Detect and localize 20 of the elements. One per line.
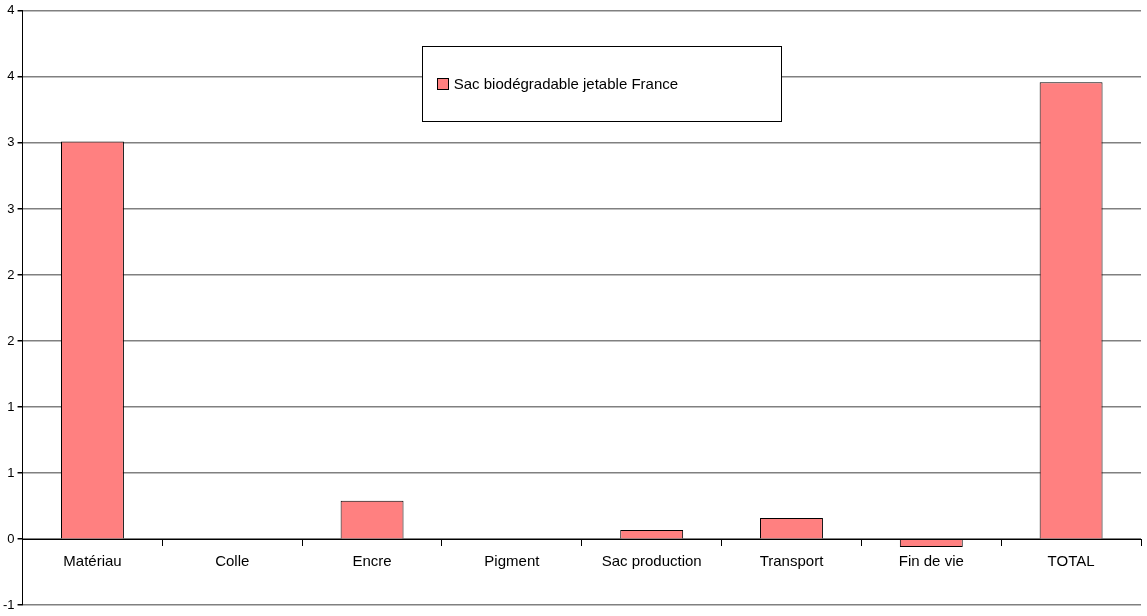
- y-tick-label: 2: [7, 266, 15, 282]
- x-tick-label: Matériau: [63, 552, 122, 570]
- y-tick-label: 2: [7, 332, 15, 348]
- y-tick-label: 1: [7, 398, 15, 414]
- x-tick-label: Sac production: [601, 552, 702, 570]
- y-tick-label: 4: [7, 2, 15, 18]
- y-tick-label: -1: [3, 596, 15, 612]
- x-tick-label: TOTAL: [1047, 552, 1095, 570]
- x-tick-label: Encre: [352, 552, 392, 570]
- x-tick-label: Pigment: [484, 552, 541, 570]
- y-tick-label: 3: [7, 134, 15, 150]
- y-tick-label: 0: [7, 530, 15, 546]
- x-tick-label: Colle: [215, 552, 250, 570]
- legend-box: Sac biodégradable jetable France: [421, 45, 782, 122]
- x-tick-label: Fin de vie: [898, 552, 964, 570]
- y-tick-label: 4: [7, 68, 15, 84]
- x-tick-label: Transport: [759, 552, 825, 570]
- y-tick-label: 3: [7, 200, 15, 216]
- legend-label: Sac biodégradable jetable France: [453, 75, 679, 93]
- y-tick-label: 1: [7, 464, 15, 480]
